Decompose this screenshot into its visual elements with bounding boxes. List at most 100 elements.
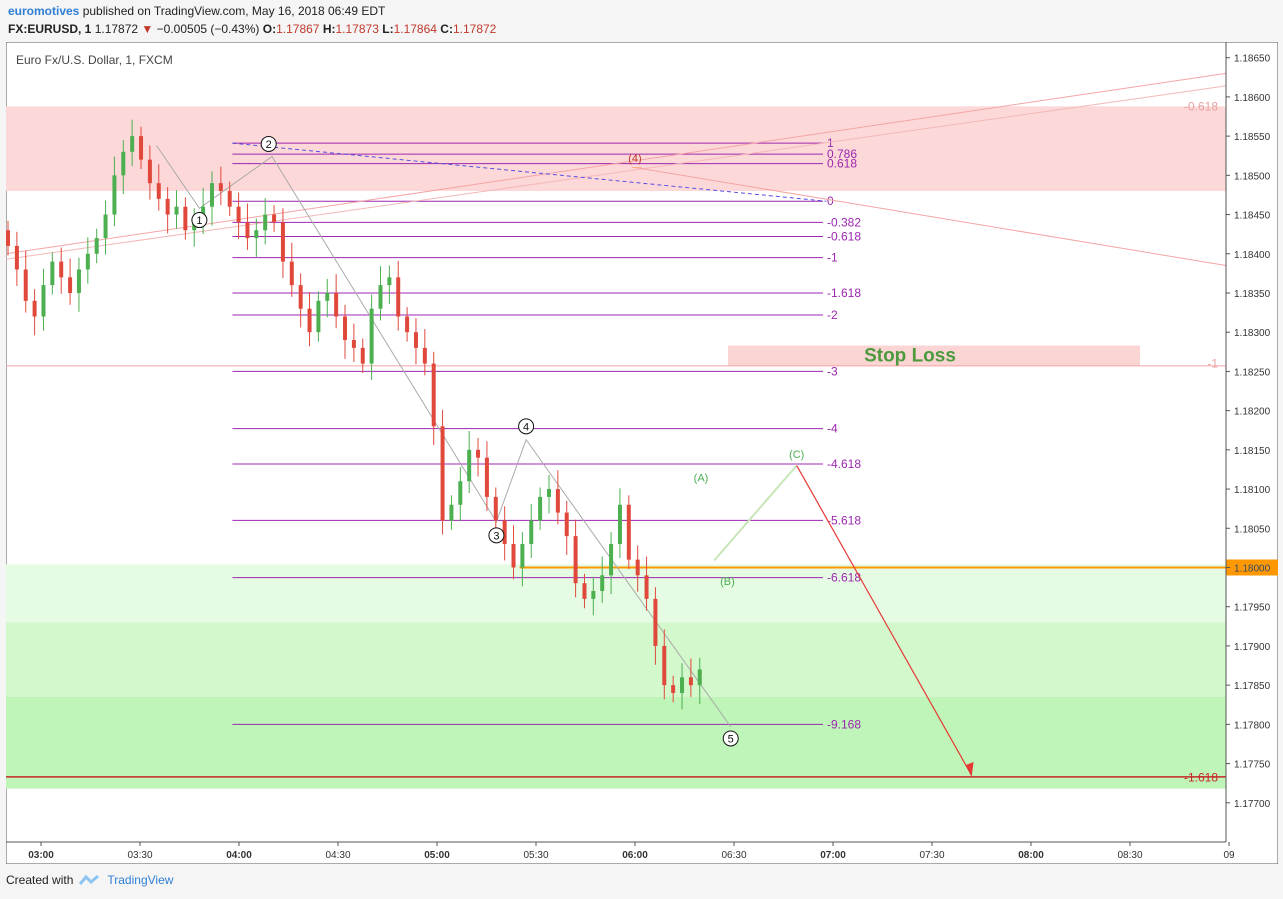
candle-body (14, 245, 19, 270)
wave-label-text: 2 (266, 139, 272, 151)
price-tick-label: 1.18550 (1234, 132, 1271, 143)
current-price-tag (1226, 559, 1278, 576)
candle-body (555, 489, 560, 513)
publish-line: euromotives published on TradingView.com… (8, 4, 385, 18)
candle-body (41, 285, 46, 317)
candle-body (546, 489, 551, 497)
zone-right-label: -1.618 (1184, 771, 1218, 785)
candle-body (209, 183, 214, 207)
candle-body (396, 277, 401, 317)
candle-body (644, 575, 649, 599)
time-axis: 03:00 03:30 04:00 04:30 05:00 05:30 06:00 06:30… (6, 841, 1235, 861)
price-tick-label: 1.18100 (1234, 485, 1271, 496)
fib-level-label: -0.618 (827, 230, 861, 244)
fib-level-label: -1 (827, 251, 838, 265)
candle-body (511, 543, 516, 568)
candle-body (156, 183, 161, 199)
wave-label-text: 3 (493, 530, 499, 542)
stop-loss-label: Stop Loss (864, 346, 956, 367)
ohlc-line: FX:EURUSD, 1 1.17872 ▼ −0.00505 (−0.43%)… (8, 22, 496, 36)
candle-body (343, 316, 348, 341)
time-tick-label: 09 (1223, 850, 1235, 861)
candle-body (263, 214, 268, 231)
candle-body (564, 512, 569, 537)
price-tick-label: 1.17700 (1234, 799, 1271, 810)
candle-body (50, 261, 55, 286)
price-chart[interactable]: 10.7860.6180-0.382-0.618-1-1.618-2-3-4-4… (6, 42, 1278, 864)
candle-body (298, 285, 303, 309)
candle-body (94, 238, 99, 254)
open-value: 1.17867 (276, 22, 320, 36)
candle-body (369, 308, 374, 364)
candle-body (387, 277, 392, 286)
candle-body (183, 206, 188, 231)
candle-body (653, 598, 658, 646)
trend-line-rising-2 (6, 85, 1227, 260)
candle-body (378, 285, 383, 309)
resistance-zone (6, 106, 1226, 192)
time-tick-label: 07:30 (919, 850, 944, 861)
high-value: 1.17873 (335, 22, 379, 36)
candle-body (413, 332, 418, 348)
price-tick-label: 1.18500 (1234, 171, 1271, 182)
author-link[interactable]: euromotives (8, 4, 80, 18)
fib-level-label: 1 (827, 136, 834, 150)
wave-label-circle (191, 212, 208, 229)
created-with-text: Created with (6, 873, 74, 887)
fib-level-label: -4.618 (827, 457, 861, 471)
price-tick-label: 1.18350 (1234, 289, 1271, 300)
fib-level-label: -3 (827, 364, 838, 378)
candle-body (582, 583, 587, 599)
time-tick-label: 04:30 (325, 850, 350, 861)
time-tick-label: 08:30 (1117, 850, 1142, 861)
candle-body (289, 261, 294, 286)
candle-body (103, 214, 108, 239)
price-tick-label: 1.18450 (1234, 211, 1271, 222)
abc-projection-line (713, 464, 798, 562)
wave-label-text: (4) (628, 153, 641, 165)
candle-body (617, 504, 622, 544)
price-axis: 1.18650 1.18600 1.18550 1.18500 1.18450 1.184… (1225, 42, 1271, 842)
candle-body (32, 300, 37, 317)
candle-body (591, 591, 596, 599)
low-label: L: (382, 22, 394, 36)
candle-body (227, 191, 232, 207)
candle-body (68, 277, 73, 293)
wave-label-circle (518, 418, 535, 435)
candle-body (139, 136, 144, 160)
fib-level-label: -4 (827, 422, 838, 436)
candle-body (307, 308, 312, 333)
candle-body (458, 481, 463, 505)
price-tick-label: 1.18650 (1234, 54, 1271, 65)
fib-level-label: 0 (827, 194, 834, 208)
target-zone-1 (6, 564, 1226, 623)
wave-label-text: (B) (720, 576, 735, 588)
published-text: published on TradingView.com, May 16, 20… (82, 4, 386, 18)
fib-level-label: -1.618 (827, 286, 861, 300)
candle-body (192, 222, 197, 231)
price-tick-label: 1.17800 (1234, 720, 1271, 731)
stop-loss-zone (728, 345, 1140, 366)
wave-label-circle (722, 730, 739, 747)
candle-body (236, 206, 241, 223)
fib-level-label: -9.168 (827, 717, 861, 731)
candle-body (147, 159, 152, 184)
candle-body (680, 677, 685, 693)
candle-body (360, 347, 365, 364)
change: −0.00505 (−0.43%) (156, 22, 260, 36)
candle-body (440, 426, 445, 521)
price-tick-label: 1.17750 (1234, 760, 1271, 771)
drawings-layer: 10.7860.6180-0.382-0.618-1-1.618-2-3-4-4… (6, 72, 1227, 778)
candles-layer (6, 119, 702, 710)
fib-level-label: -6.618 (827, 571, 861, 585)
overlays-layer: 1 2 3 4 5 (4) (A) (B) (C) -0.618 -1 -1.618 Stop Loss… (191, 99, 1278, 785)
time-tick-label: 05:30 (523, 850, 548, 861)
dashed-fib-trend (232, 142, 827, 202)
price-tick-label: 1.18200 (1234, 407, 1271, 418)
price-tick-label: 1.18050 (1234, 524, 1271, 535)
candle-body (316, 300, 321, 333)
wave-label-text: 4 (523, 421, 529, 433)
tradingview-link[interactable]: TradingView (107, 873, 174, 887)
candle-body (600, 575, 605, 592)
price-tick-label: 1.18400 (1234, 250, 1271, 261)
